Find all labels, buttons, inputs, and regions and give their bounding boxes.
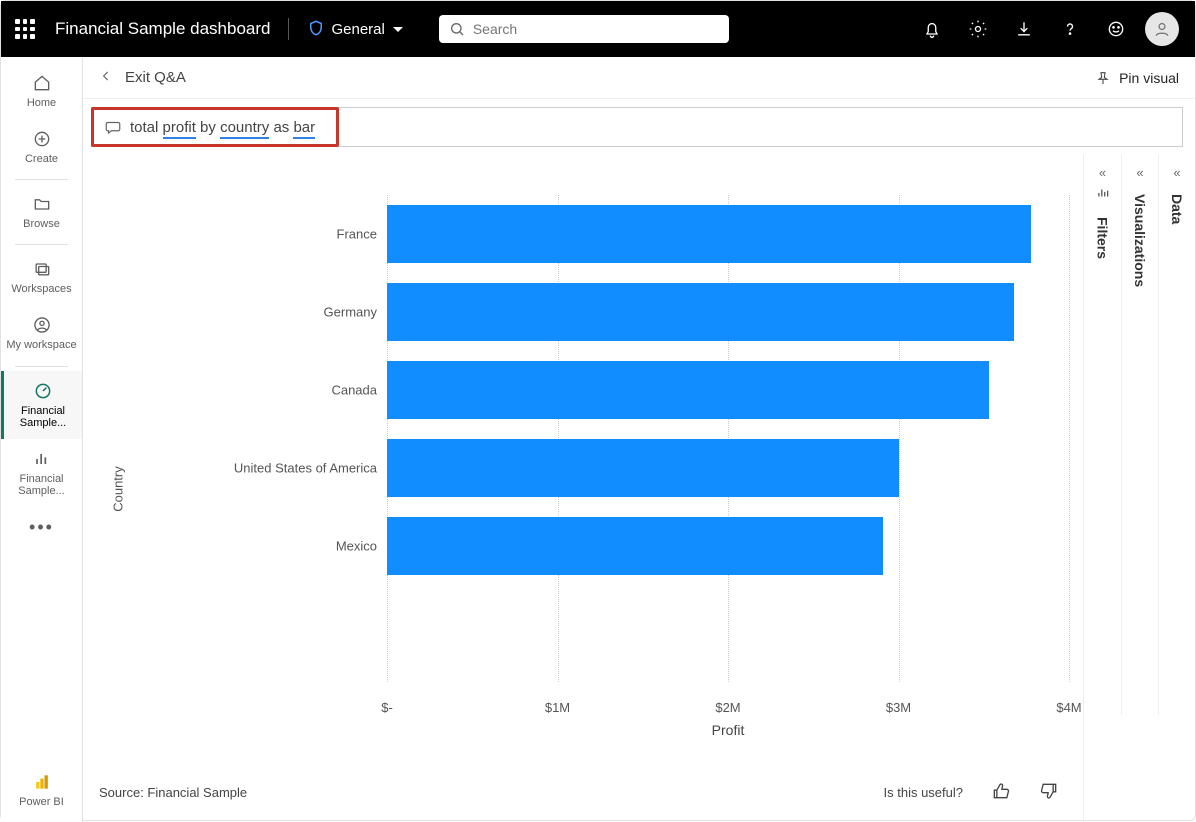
right-panels: « Filters « Visualizations « Data (1083, 155, 1195, 822)
pin-icon (1095, 70, 1111, 86)
chevron-left-icon (99, 69, 113, 83)
bar[interactable] (387, 283, 1014, 341)
pin-visual-label: Pin visual (1119, 70, 1179, 86)
x-tick-label: $1M (545, 700, 570, 715)
gridline (899, 195, 900, 682)
download-button[interactable] (1003, 8, 1045, 50)
bell-icon (922, 19, 942, 39)
header-divider (288, 18, 289, 40)
source-line: Source: Financial Sample (99, 785, 247, 800)
panel-label: Visualizations (1132, 194, 1148, 287)
qa-query-text: total profit by country as bar (130, 119, 315, 136)
powerbi-icon (28, 772, 56, 792)
exit-qa-label[interactable]: Exit Q&A (125, 69, 186, 86)
bars-icon (28, 449, 56, 469)
help-icon (1060, 19, 1080, 39)
useful-prompt: Is this useful? (884, 785, 964, 800)
nav-label: Home (27, 97, 56, 109)
thumbs-up-icon (991, 781, 1011, 801)
filter-icon (1096, 186, 1110, 203)
back-button[interactable] (99, 69, 113, 86)
dashboard-title: Financial Sample dashboard (55, 19, 270, 39)
plus-circle-icon (28, 129, 56, 149)
nav-label: My workspace (6, 339, 76, 352)
nav-financial-report[interactable]: Financial Sample... (1, 439, 82, 507)
powerbi-brand[interactable]: Power BI (1, 764, 82, 822)
account-button[interactable] (1141, 8, 1183, 50)
bar[interactable] (387, 439, 899, 497)
gauge-icon (29, 381, 57, 401)
feedback-button[interactable] (1095, 8, 1137, 50)
nav-browse[interactable]: Browse (1, 184, 82, 240)
bar[interactable] (387, 361, 989, 419)
sensitivity-label: General (331, 21, 384, 38)
nav-create[interactable]: Create (1, 119, 82, 175)
collapse-icon: « (1099, 165, 1106, 180)
collapse-icon: « (1136, 165, 1143, 180)
ellipsis-icon: ••• (29, 517, 54, 538)
gear-icon (968, 19, 988, 39)
nav-more[interactable]: ••• (1, 507, 82, 548)
home-icon (28, 73, 56, 93)
shield-icon (307, 19, 325, 40)
avatar-icon (1145, 12, 1179, 46)
panel-filters[interactable]: « Filters (1084, 155, 1121, 715)
y-axis-title: Country (110, 466, 125, 512)
nav-label: Browse (23, 218, 60, 230)
sensitivity-dropdown[interactable]: General (307, 19, 402, 40)
folder-icon (28, 194, 56, 214)
nav-label: Power BI (19, 796, 64, 808)
nav-financial-dashboard[interactable]: Financial Sample... (1, 371, 82, 439)
nav-my-workspace[interactable]: My workspace (1, 305, 82, 362)
panel-label: Data (1169, 194, 1185, 224)
person-circle-icon (28, 315, 56, 335)
app-launcher[interactable] (13, 17, 37, 41)
smiley-icon (1106, 19, 1126, 39)
category-label: United States of America (234, 461, 377, 476)
search-box[interactable] (439, 15, 729, 43)
panel-visualizations[interactable]: « Visualizations (1121, 155, 1158, 715)
nav-workspaces[interactable]: Workspaces (1, 249, 82, 305)
nav-label: Workspaces (11, 283, 71, 295)
settings-button[interactable] (957, 8, 999, 50)
comment-icon (104, 118, 122, 136)
panel-label: Filters (1095, 217, 1111, 259)
x-tick-label: $3M (886, 700, 911, 715)
collapse-icon: « (1173, 165, 1180, 180)
download-icon (1014, 19, 1034, 39)
nav-label: Financial Sample... (3, 473, 80, 497)
stack-icon (28, 259, 56, 279)
qa-input[interactable]: total profit by country as bar (91, 107, 1183, 147)
gridline (1069, 195, 1070, 682)
nav-label: Financial Sample... (6, 405, 80, 429)
category-label: Germany (324, 305, 377, 320)
notifications-button[interactable] (911, 8, 953, 50)
thumbs-up-button[interactable] (991, 781, 1011, 804)
thumbs-down-icon (1039, 781, 1059, 801)
x-tick-label: $2M (715, 700, 740, 715)
x-axis-title: Profit (712, 722, 745, 738)
panel-data[interactable]: « Data (1158, 155, 1195, 715)
nav-label: Create (25, 153, 58, 165)
category-label: France (337, 227, 377, 242)
search-input[interactable] (473, 21, 719, 37)
help-button[interactable] (1049, 8, 1091, 50)
x-tick-label: $- (381, 700, 393, 715)
nav-home[interactable]: Home (1, 63, 82, 119)
search-icon (449, 21, 465, 37)
bar[interactable] (387, 205, 1031, 263)
x-tick-label: $4M (1056, 700, 1081, 715)
left-nav: Home Create Browse Workspaces My workspa… (1, 57, 83, 822)
bar-chart: Country $- $1M $2M $3M $4M France Germany Canada… (87, 155, 1083, 822)
category-label: Canada (331, 383, 377, 398)
category-label: Mexico (336, 539, 377, 554)
thumbs-down-button[interactable] (1039, 781, 1059, 804)
pin-visual-button[interactable]: Pin visual (1095, 70, 1179, 86)
chevron-down-icon (393, 27, 403, 32)
bar[interactable] (387, 517, 883, 575)
